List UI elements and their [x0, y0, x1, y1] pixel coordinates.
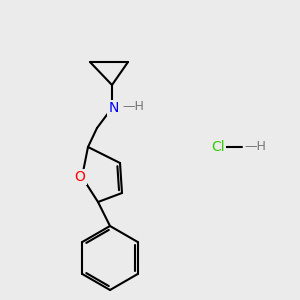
Text: —H: —H: [244, 140, 266, 154]
Text: Cl: Cl: [211, 140, 225, 154]
Text: —H: —H: [122, 100, 144, 112]
Text: N: N: [109, 101, 119, 115]
Text: O: O: [75, 170, 86, 184]
